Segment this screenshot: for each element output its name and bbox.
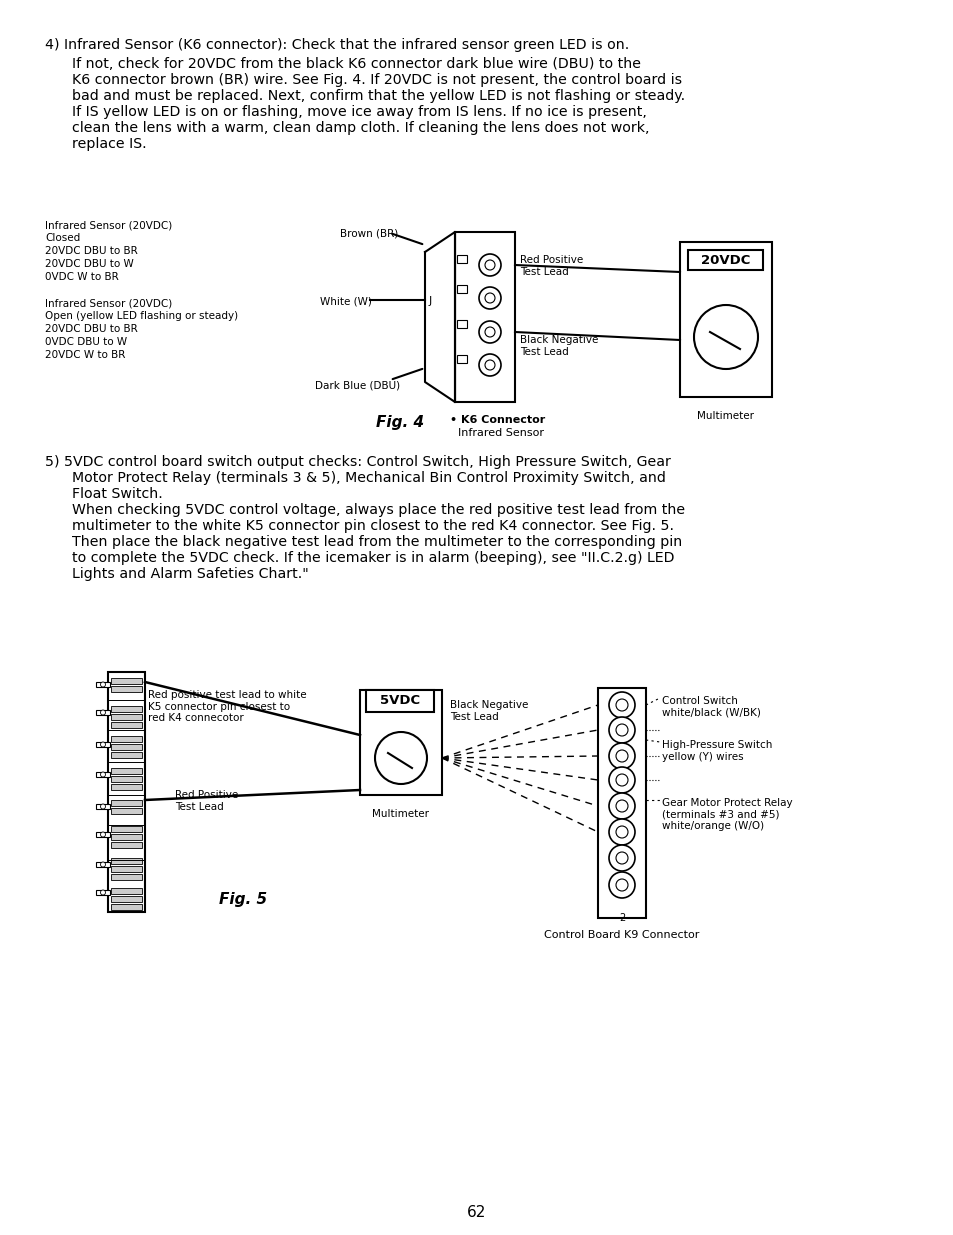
Bar xyxy=(111,858,142,864)
Circle shape xyxy=(100,832,106,837)
Bar xyxy=(111,874,142,881)
Text: multimeter to the white K5 connector pin closest to the red K4 connector. See Fi: multimeter to the white K5 connector pin… xyxy=(71,519,673,534)
Text: Closed: Closed xyxy=(45,233,80,243)
Bar xyxy=(111,685,142,692)
Circle shape xyxy=(608,872,635,898)
Circle shape xyxy=(100,710,106,715)
Text: High-Pressure Switch
yellow (Y) wires: High-Pressure Switch yellow (Y) wires xyxy=(661,740,772,762)
Bar xyxy=(111,714,142,720)
Text: Red positive test lead to white
K5 connector pin closest to
red K4 connecotor: Red positive test lead to white K5 conne… xyxy=(148,690,306,724)
Text: Motor Protect Relay (terminals 3 & 5), Mechanical Bin Control Proximity Switch, : Motor Protect Relay (terminals 3 & 5), M… xyxy=(71,471,665,485)
Circle shape xyxy=(100,682,106,687)
Text: Lights and Alarm Safeties Chart.": Lights and Alarm Safeties Chart." xyxy=(71,567,309,580)
Text: to complete the 5VDC check. If the icemaker is in alarm (beeping), see "II.C.2.g: to complete the 5VDC check. If the icema… xyxy=(71,551,674,564)
Text: 0VDC W to BR: 0VDC W to BR xyxy=(45,272,118,282)
Text: 5) 5VDC control board switch output checks: Control Switch, High Pressure Switch: 5) 5VDC control board switch output chec… xyxy=(45,454,670,469)
Bar xyxy=(111,842,142,848)
Text: Gear Motor Protect Relay
(terminals #3 and #5)
white/orange (W/O): Gear Motor Protect Relay (terminals #3 a… xyxy=(661,798,792,831)
Text: Dark Blue (DBU): Dark Blue (DBU) xyxy=(314,380,399,390)
Text: If not, check for 20VDC from the black K6 connector dark blue wire (DBU) to the: If not, check for 20VDC from the black K… xyxy=(71,57,640,70)
Circle shape xyxy=(375,732,427,784)
Circle shape xyxy=(608,793,635,819)
Bar xyxy=(108,672,145,911)
Bar xyxy=(96,890,110,895)
Circle shape xyxy=(100,742,106,747)
Text: Then place the black negative test lead from the multimeter to the corresponding: Then place the black negative test lead … xyxy=(71,535,681,550)
Bar xyxy=(111,808,142,814)
Text: Infrared Sensor (20VDC): Infrared Sensor (20VDC) xyxy=(45,298,172,308)
Circle shape xyxy=(478,287,500,309)
Text: J: J xyxy=(429,296,432,306)
Text: 4) Infrared Sensor (K6 connector): Check that the infrared sensor green LED is o: 4) Infrared Sensor (K6 connector): Check… xyxy=(45,38,629,52)
Text: 20VDC DBU to BR: 20VDC DBU to BR xyxy=(45,246,137,256)
Circle shape xyxy=(478,321,500,343)
Text: Control Board K9 Connector: Control Board K9 Connector xyxy=(544,930,699,940)
Text: 0VDC DBU to W: 0VDC DBU to W xyxy=(45,337,127,347)
Polygon shape xyxy=(424,232,455,403)
Bar xyxy=(96,804,110,809)
Text: 20VDC: 20VDC xyxy=(700,253,749,267)
Bar xyxy=(366,690,434,713)
Bar xyxy=(96,682,110,687)
Text: Infrared Sensor (20VDC): Infrared Sensor (20VDC) xyxy=(45,220,172,230)
Bar xyxy=(456,320,467,329)
Bar xyxy=(111,706,142,713)
Bar xyxy=(96,742,110,747)
Bar xyxy=(111,776,142,782)
Bar xyxy=(111,866,142,872)
Text: 5VDC: 5VDC xyxy=(379,694,419,708)
Text: Fig. 4: Fig. 4 xyxy=(375,415,424,430)
Circle shape xyxy=(100,772,106,777)
Bar xyxy=(456,354,467,363)
Bar xyxy=(598,688,645,918)
Bar xyxy=(456,285,467,293)
Bar xyxy=(687,249,762,270)
Text: 20VDC W to BR: 20VDC W to BR xyxy=(45,350,125,359)
Bar xyxy=(111,752,142,758)
Bar xyxy=(111,784,142,790)
Circle shape xyxy=(100,890,106,895)
Bar xyxy=(455,232,515,403)
Text: • K6 Connector: • K6 Connector xyxy=(450,415,545,425)
Text: Red Positive
Test Lead: Red Positive Test Lead xyxy=(519,254,582,277)
Bar xyxy=(111,888,142,894)
Circle shape xyxy=(608,743,635,769)
Bar xyxy=(111,834,142,840)
Text: replace IS.: replace IS. xyxy=(71,137,147,151)
Text: 2: 2 xyxy=(618,913,624,923)
Text: Float Switch.: Float Switch. xyxy=(71,487,163,501)
Circle shape xyxy=(608,718,635,743)
Text: Brown (BR): Brown (BR) xyxy=(339,228,397,238)
Circle shape xyxy=(100,804,106,809)
Text: 20VDC DBU to W: 20VDC DBU to W xyxy=(45,259,133,269)
Text: Multimeter: Multimeter xyxy=(697,411,754,421)
Circle shape xyxy=(608,845,635,871)
Bar xyxy=(111,768,142,774)
Bar xyxy=(111,678,142,684)
Text: Multimeter: Multimeter xyxy=(372,809,429,819)
Text: Control Switch
white/black (W/BK): Control Switch white/black (W/BK) xyxy=(661,697,760,718)
Text: When checking 5VDC control voltage, always place the red positive test lead from: When checking 5VDC control voltage, alwa… xyxy=(71,503,684,517)
Bar xyxy=(111,897,142,902)
Text: Black Negative
Test Lead: Black Negative Test Lead xyxy=(519,335,598,357)
Bar xyxy=(679,242,771,396)
Text: 62: 62 xyxy=(467,1205,486,1220)
Text: bad and must be replaced. Next, confirm that the yellow LED is not flashing or s: bad and must be replaced. Next, confirm … xyxy=(71,89,684,103)
Text: Fig. 5: Fig. 5 xyxy=(218,892,267,906)
Bar xyxy=(111,826,142,832)
Bar xyxy=(111,904,142,910)
Text: Infrared Sensor: Infrared Sensor xyxy=(457,429,543,438)
Circle shape xyxy=(100,862,106,867)
Circle shape xyxy=(608,767,635,793)
Bar xyxy=(111,722,142,727)
Bar xyxy=(111,800,142,806)
Bar xyxy=(96,862,110,867)
Circle shape xyxy=(608,692,635,718)
Bar xyxy=(96,710,110,715)
Bar xyxy=(359,690,441,795)
Text: K6 connector brown (BR) wire. See Fig. 4. If 20VDC is not present, the control b: K6 connector brown (BR) wire. See Fig. 4… xyxy=(71,73,681,86)
Circle shape xyxy=(608,819,635,845)
Bar xyxy=(456,254,467,263)
Text: Black Negative
Test Lead: Black Negative Test Lead xyxy=(450,700,528,721)
Text: Red Positive
Test Lead: Red Positive Test Lead xyxy=(174,790,238,811)
